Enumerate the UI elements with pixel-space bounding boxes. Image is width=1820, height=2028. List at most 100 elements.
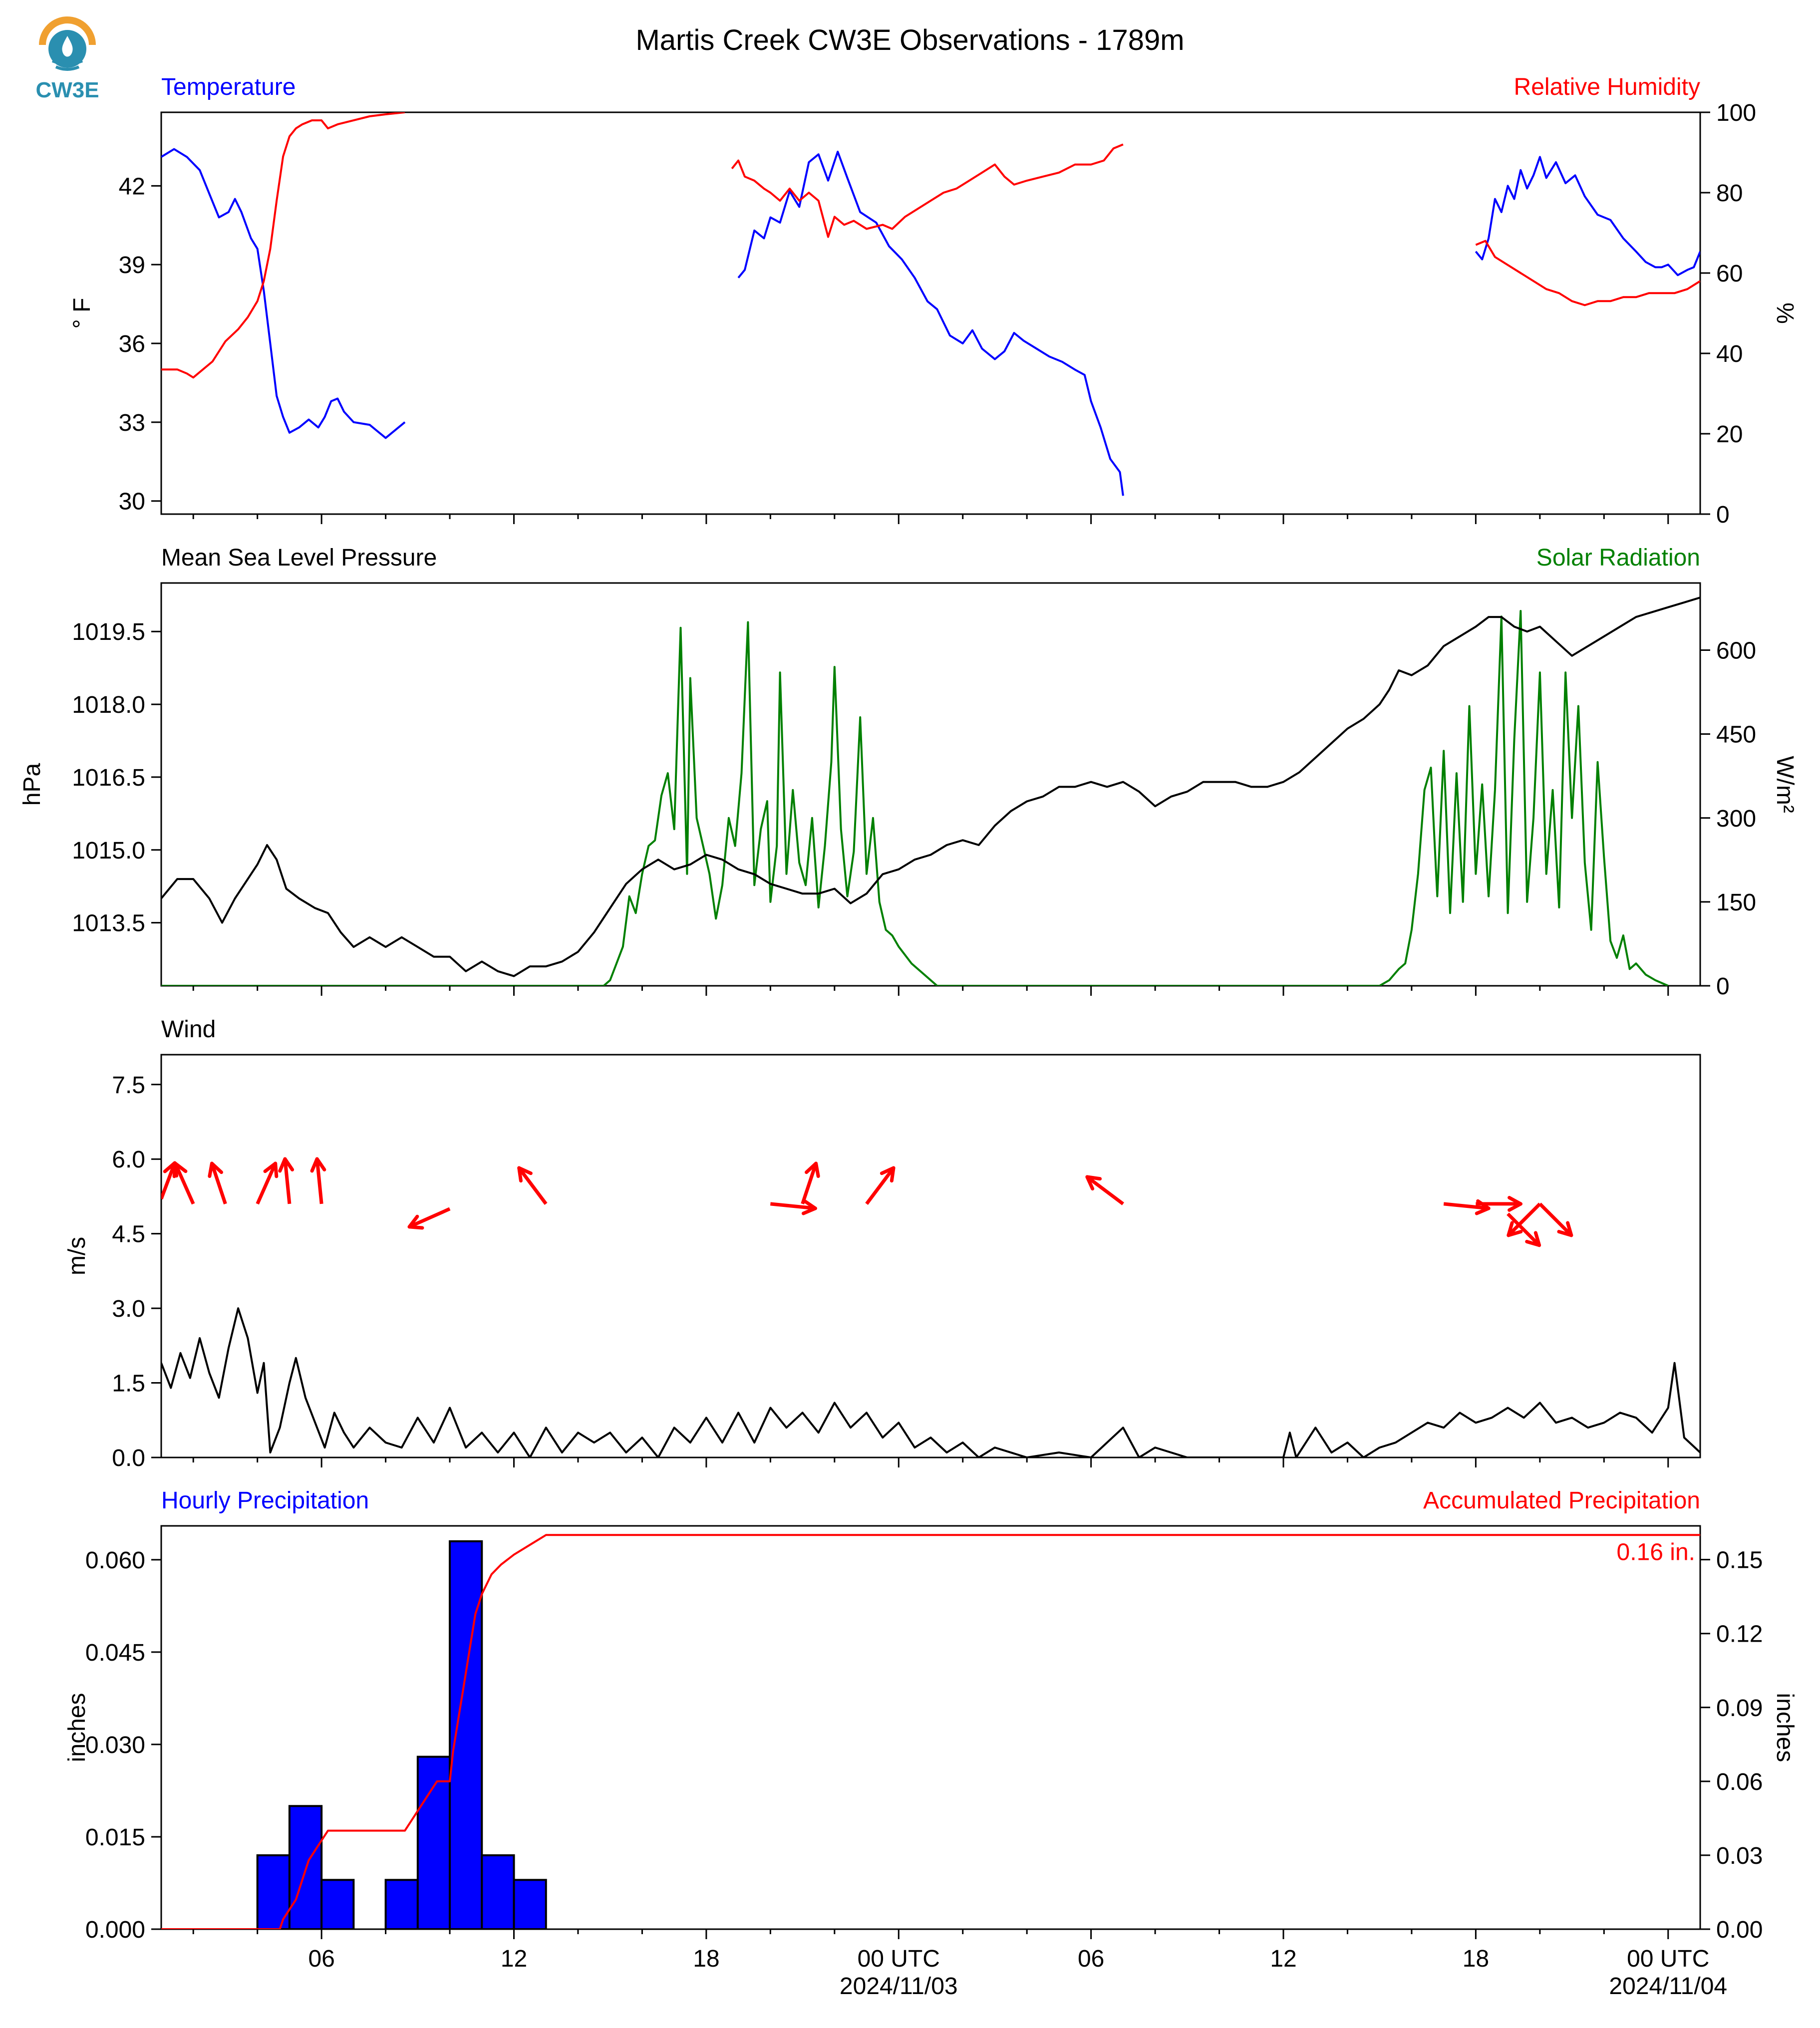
plot-frame [160, 1054, 1701, 1458]
y-axis-label: hPa [19, 763, 45, 806]
plot-area [161, 1534, 1700, 1929]
logo-icon: CW3E [35, 16, 99, 102]
wind-arrow-head [210, 1161, 223, 1174]
x-tick-label: 00 UTC [1627, 1946, 1709, 1972]
plot-frame [160, 1525, 1701, 1930]
y-axis-label: m/s [64, 1237, 90, 1275]
y-tick-label-right: 0.09 [1716, 1695, 1763, 1722]
y-tick-label-right: 100 [1716, 100, 1756, 126]
y-tick-label-right: 0.03 [1716, 1843, 1763, 1869]
wind-arrow [865, 1166, 895, 1205]
solar-radiation-line [161, 610, 1669, 986]
wind-arrow-head [1508, 1195, 1522, 1206]
panel-title-left: Temperature [161, 74, 296, 100]
pressure-line [161, 596, 1700, 977]
panel-4: Hourly Precipitation Accumulated Precipit… [64, 1487, 1798, 1943]
y-tick-label: 0.0 [112, 1445, 145, 1471]
plot-frame [160, 582, 1701, 987]
y-tick-label: 1019.5 [72, 619, 145, 645]
humidity-line [731, 143, 1124, 238]
x-tick-date: 2024/11/04 [1609, 1973, 1727, 2000]
wind-arrow-head [263, 1161, 278, 1173]
wind-arrow-head [801, 1206, 817, 1215]
wind-arrow-head [814, 1161, 820, 1178]
plot-area [161, 112, 1700, 496]
wind-arrow-head [890, 1166, 896, 1183]
y-axis-label: ° F [69, 298, 95, 329]
wind-arrow [1538, 1202, 1573, 1237]
x-tick-label: 18 [693, 1946, 719, 1972]
precip-bar [320, 1879, 355, 1929]
y-tick-label-right: 450 [1716, 722, 1756, 748]
y-tick-label: 1018.0 [72, 692, 145, 718]
wind-arrow-head [173, 1161, 188, 1173]
y-axis-label-right: inches [1772, 1693, 1798, 1762]
panel-title-right: Relative Humidity [1514, 74, 1700, 100]
wind-arrow-head [805, 1161, 818, 1174]
x-tick-label: 18 [1463, 1946, 1489, 1972]
y-tick-label: 0.060 [85, 1547, 145, 1574]
y-tick-label-right: 0.15 [1716, 1547, 1763, 1574]
humidity-line [1475, 240, 1700, 306]
panel-title-right: Solar Radiation [1536, 545, 1700, 571]
y-tick-label: 4.5 [112, 1221, 145, 1248]
wind-arrow-head [1507, 1221, 1514, 1237]
wind-arrow-head [407, 1225, 424, 1230]
wind-arrow [1086, 1175, 1124, 1205]
figure-title: Martis Creek CW3E Observations - 1789m [635, 24, 1184, 56]
wind-arrow [1443, 1202, 1489, 1210]
wind-arrow [174, 1162, 195, 1205]
wind-arrow-head [1525, 1239, 1541, 1247]
y-tick-label: 6.0 [112, 1147, 145, 1173]
y-tick-label-right: 150 [1716, 889, 1756, 916]
plot-frame [160, 111, 1701, 515]
y-tick-label: 33 [119, 410, 145, 436]
wind-arrow-head [517, 1166, 533, 1175]
y-axis-label: inches [64, 1693, 90, 1762]
precip-bar [416, 1755, 451, 1929]
precip-bar [384, 1879, 419, 1929]
plot-area [161, 596, 1700, 986]
panel-2: Mean Sea Level Pressure Solar Radiation 10… [19, 545, 1798, 1000]
wind-arrow [161, 1162, 177, 1200]
precip-bar [513, 1879, 547, 1929]
x-tick-label: 06 [1078, 1946, 1104, 1972]
y-tick-label-right: 40 [1716, 341, 1743, 367]
wind-arrow [210, 1162, 227, 1204]
y-tick-label: 39 [119, 252, 145, 279]
wind-arrow-head [1508, 1202, 1522, 1212]
x-tick-label: 06 [308, 1946, 334, 1972]
panel-1: Temperature Relative Humidity 30 33 36 39 42 0 2… [69, 74, 1798, 528]
y-tick-label-right: 0.06 [1716, 1769, 1763, 1795]
y-tick-label-right: 80 [1716, 180, 1743, 207]
wind-arrow-head [1557, 1230, 1573, 1237]
y-tick-label: 36 [119, 331, 145, 357]
wind-arrow-head [208, 1161, 214, 1178]
panel-title-left: Hourly Precipitation [161, 1487, 369, 1514]
wind-arrow-head [1507, 1230, 1523, 1237]
logo-text: CW3E [35, 78, 99, 102]
y-tick-label-right: 0.12 [1716, 1621, 1763, 1648]
humidity-line [161, 112, 405, 379]
wind-arrow [256, 1162, 277, 1205]
y-tick-label: 0.030 [85, 1732, 145, 1758]
panel-title-left: Mean Sea Level Pressure [161, 545, 437, 571]
wind-arrow-head [315, 1157, 326, 1171]
accumulated-precip-line [161, 1534, 1700, 1929]
wind-arrow-head [1085, 1175, 1102, 1181]
temperature-line [737, 150, 1124, 496]
wind-arrow [1507, 1202, 1541, 1237]
wind-arrow-head [1533, 1231, 1541, 1247]
y-tick-label: 1016.5 [72, 765, 145, 791]
wind-arrow-head [803, 1199, 817, 1210]
y-tick-label-right: 60 [1716, 261, 1743, 287]
wind-arrow [408, 1207, 451, 1229]
y-tick-label-right: 0 [1716, 973, 1730, 1000]
wind-arrow [801, 1162, 818, 1204]
wind-arrow-head [163, 1161, 177, 1173]
panel-title-left: Wind [161, 1016, 216, 1043]
wind-arrow-head [880, 1166, 896, 1175]
wind-arrow-head [283, 1157, 295, 1171]
y-tick-label: 30 [119, 489, 145, 515]
